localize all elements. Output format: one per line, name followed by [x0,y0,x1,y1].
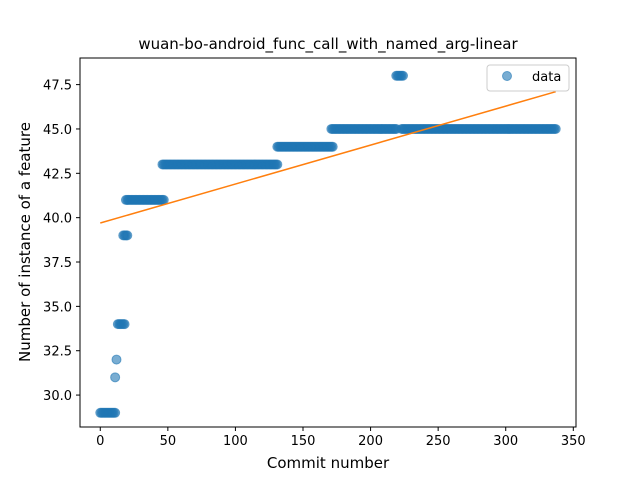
x-tick-label: 50 [160,434,177,449]
data-point [119,319,130,330]
x-tick-label: 350 [561,434,586,449]
y-tick-label: 47.5 [43,79,72,94]
y-tick-label: 40.0 [43,212,72,227]
data-point [550,123,561,134]
x-tick-label: 250 [426,434,451,449]
x-axis-ticks: 0 50 100 150 200 250 300 350 [96,427,586,449]
y-tick-label: 45.0 [43,123,72,138]
data-marks [95,70,561,418]
y-tick-label: 35.0 [43,300,72,315]
fit-line [100,90,556,224]
data-point [110,372,121,383]
x-tick-label: 150 [291,434,316,449]
data-point [111,354,122,365]
data-point [110,407,121,418]
y-tick-label: 42.5 [43,167,72,182]
y-tick-label: 30.0 [43,389,72,404]
legend: data [486,64,570,92]
y-axis-label: Number of instance of a feature [16,122,34,362]
x-tick-label: 100 [223,434,248,449]
data-point [272,159,283,170]
y-axis-ticks: 30.0 32.5 35.0 37.5 40.0 42.5 45.0 47.5 [43,79,80,404]
data-point [398,70,409,81]
data-point [122,230,133,241]
x-axis-label: Commit number [267,454,390,472]
data-point [327,141,338,152]
x-tick-label: 200 [358,434,383,449]
x-tick-label: 0 [96,434,104,449]
y-tick-label: 32.5 [43,345,72,360]
chart-title: wuan-bo-android_func_call_with_named_arg… [138,35,518,54]
legend-marker-data [502,71,512,81]
legend-label-data: data [532,70,561,85]
y-tick-label: 37.5 [43,256,72,271]
x-tick-label: 300 [493,434,518,449]
plot-area [79,57,577,428]
